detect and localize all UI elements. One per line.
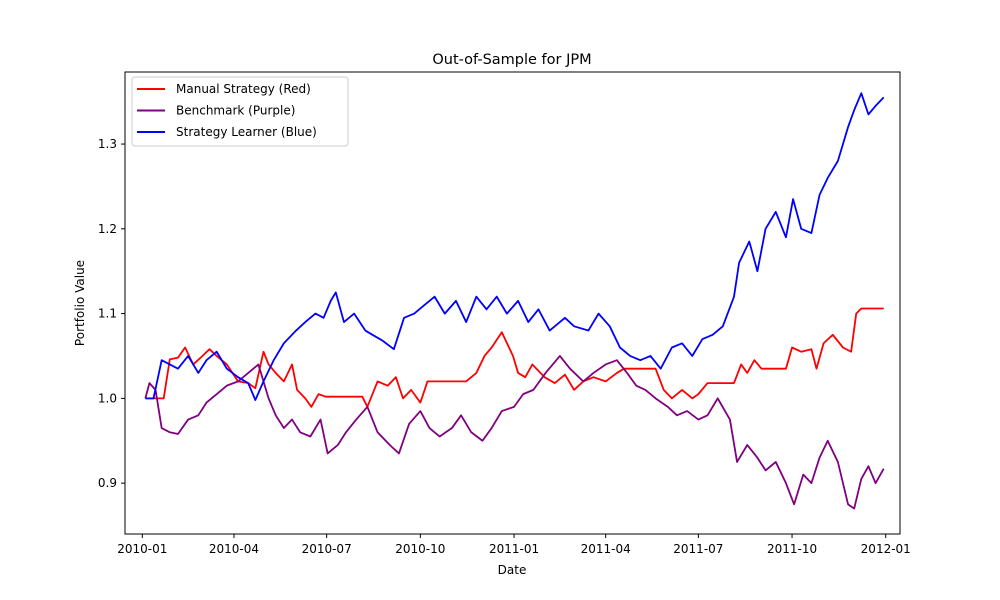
y-tick-label: 1.3 <box>98 137 117 151</box>
legend: Manual Strategy (Red) Benchmark (Purple)… <box>131 76 349 147</box>
chart-title: Out-of-Sample for JPM <box>432 52 591 68</box>
series-layer <box>144 92 885 510</box>
series-line-manual-strategy <box>145 307 884 408</box>
x-axis: 2010-01 2010-04 2010-07 2010-10 2011-01 2011-… <box>117 534 911 556</box>
plot-frame <box>124 71 901 535</box>
x-tick-label: 2010-01 <box>117 542 167 556</box>
x-axis-label: Date <box>498 563 527 577</box>
x-tick-label: 2012-01 <box>861 542 911 556</box>
y-axis: 0.9 1.0 1.1 1.2 1.3 <box>98 137 125 490</box>
legend-box <box>131 76 349 147</box>
x-tick-label: 2011-10 <box>767 542 817 556</box>
x-tick-label: 2010-10 <box>395 542 445 556</box>
legend-label-manual-strategy: Manual Strategy (Red) <box>176 82 311 96</box>
x-tick-label: 2011-01 <box>489 542 539 556</box>
x-tick-label: 2011-04 <box>581 542 631 556</box>
y-tick-label: 1.1 <box>98 307 117 321</box>
legend-label-benchmark: Benchmark (Purple) <box>176 104 295 118</box>
series-line-benchmark <box>144 355 885 510</box>
x-tick-label: 2010-04 <box>209 542 259 556</box>
plot-area <box>125 72 900 534</box>
y-tick-label: 1.2 <box>98 222 117 236</box>
y-axis-label: Portfolio Value <box>73 260 87 346</box>
x-tick-label: 2011-07 <box>673 542 723 556</box>
legend-label-strategy-learner: Strategy Learner (Blue) <box>176 125 317 139</box>
y-tick-label: 1.0 <box>98 391 117 405</box>
x-tick-label: 2010-07 <box>302 542 352 556</box>
y-tick-label: 0.9 <box>98 476 117 490</box>
series-line-strategy-learner <box>145 92 885 401</box>
